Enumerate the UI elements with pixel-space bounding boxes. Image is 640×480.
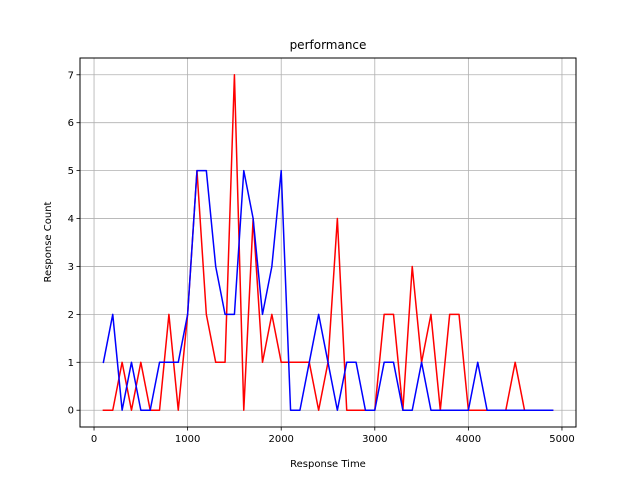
x-tick-label: 1000 [175,434,200,445]
y-tick-label: 6 [68,118,74,129]
chart-title: performance [290,38,367,52]
series-line-2 [102,169,554,411]
axis-ticks: 0 1000 2000 3000 4000 5000 0 1 2 3 4 5 6 7 [68,70,575,445]
series-layer [102,74,554,411]
grid-lines [80,58,576,427]
y-tick-label: 3 [68,262,74,273]
y-tick-label: 0 [68,406,74,417]
y-tick-label: 7 [68,70,74,81]
y-tick-label: 5 [68,166,74,177]
y-tick-label: 1 [68,358,74,369]
x-tick-label: 3000 [362,434,387,445]
plot-frame [79,57,577,428]
y-tick-label: 4 [68,214,74,225]
x-tick-label: 2000 [268,434,293,445]
x-tick-label: 4000 [456,434,481,445]
x-tick-label: 0 [91,434,97,445]
x-tick-label: 5000 [549,434,574,445]
y-tick-label: 2 [68,310,74,321]
x-axis-label: Response Time [290,459,366,470]
y-axis-label: Response Count [43,201,54,282]
